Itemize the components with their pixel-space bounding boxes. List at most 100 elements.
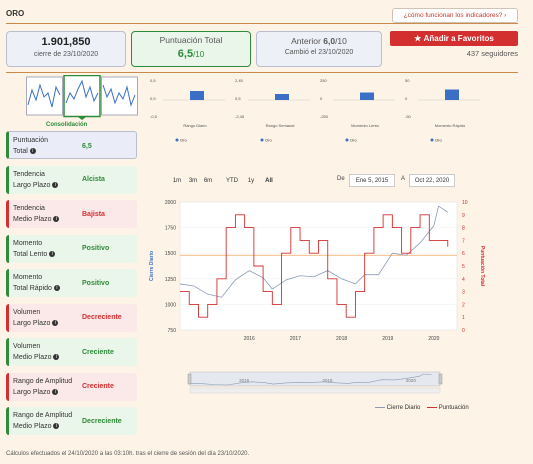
mini-chart: 2,45 0,5 -2,45 Rango Semanal Oro — [235, 78, 310, 143]
score-max: /10 — [193, 50, 205, 59]
info-icon[interactable]: i — [52, 319, 59, 326]
mini-chart-bar[interactable] — [360, 92, 374, 101]
close-price-box: 1.901,850 cierre de 23/10/2020 — [6, 31, 126, 67]
indicator-name-line2: Medio Plazo — [13, 423, 52, 430]
sparkline-line-mid — [65, 79, 99, 104]
mini-chart: 50 0 -50 Momento Rápido Oro — [405, 78, 480, 143]
mini-chart-title: Rango Semanal — [266, 123, 295, 128]
mini-chart-legend[interactable]: Oro — [265, 138, 272, 143]
indicator-name: Rango de Amplitud Largo Plazo i — [13, 376, 79, 398]
info-icon[interactable]: i — [49, 250, 56, 257]
info-icon[interactable]: i — [29, 148, 36, 155]
plot-area — [179, 201, 458, 331]
y2-tick-label: 9 — [462, 213, 465, 219]
y-axis-label: Cierre Diario — [149, 251, 155, 281]
page-title: ORO — [6, 9, 25, 18]
legend-swatch-close — [375, 406, 385, 409]
y2-tick-label: 1 — [462, 315, 465, 321]
mini-chart-tick: -250 — [320, 114, 329, 119]
chart-navigator[interactable]: 2016 2018 2020 — [185, 368, 445, 394]
consolidation-sparkline — [26, 75, 138, 120]
indicator-name-line1: Rango de Amplitud — [13, 377, 73, 385]
info-icon[interactable]: i — [53, 216, 60, 223]
selection-pointer-icon — [78, 117, 86, 120]
mini-chart-legend[interactable]: Oro — [435, 138, 442, 143]
y-tick-label: 1750 — [165, 226, 176, 232]
mini-chart-legend[interactable]: Oro — [350, 138, 357, 143]
indicator-card[interactable]: Tendencia Medio Plazo i Bajista — [6, 200, 137, 228]
mini-chart-bar[interactable] — [275, 94, 289, 100]
series-line-close[interactable] — [179, 205, 448, 298]
indicator-card[interactable]: Momento Total Lento i Positivo — [6, 234, 137, 263]
star-icon: ★ — [414, 34, 422, 43]
legend-item-close[interactable]: Cierre Diario — [386, 405, 421, 411]
indicator-value: Positivo — [82, 279, 110, 287]
indicator-card[interactable]: Rango de Amplitud Medio Plazo i Decrecient… — [6, 407, 137, 435]
mini-chart-tick: 0,5 — [150, 96, 156, 101]
mini-chart-tick: 250 — [320, 78, 327, 83]
info-icon[interactable]: i — [52, 388, 59, 395]
from-date-input[interactable]: Ene 5, 2015 — [349, 174, 395, 187]
range-button[interactable]: 1m — [172, 177, 182, 184]
indicator-name: Tendencia Medio Plazo i — [13, 203, 79, 225]
mini-chart-legend[interactable]: Oro — [180, 138, 187, 143]
indicator-name-line1: Volumen — [13, 308, 41, 316]
range-button[interactable]: All — [265, 177, 273, 184]
indicator-name: Puntuación Total i — [13, 135, 79, 157]
info-icon[interactable]: i — [53, 285, 60, 292]
indicator-name-line1: Momento — [13, 274, 43, 281]
y-tick-label: 1000 — [165, 302, 176, 308]
followers-count: 437 seguidores — [466, 49, 518, 58]
navigator-scrollbar[interactable] — [189, 387, 441, 394]
mini-chart-title: Momento Rápido — [435, 123, 466, 128]
navigator-tick: 2016 — [239, 378, 250, 383]
score-label: Puntuación Total — [159, 35, 223, 45]
mini-legend-swatch — [430, 138, 434, 142]
sparkline-line-left — [27, 83, 61, 108]
to-date-input[interactable]: Oct 22, 2020 — [409, 174, 455, 187]
x-tick-label: 2020 — [428, 336, 439, 342]
y2-tick-label: 8 — [462, 226, 465, 232]
series-line-score[interactable] — [180, 214, 449, 318]
prev-value: 6,0 — [323, 36, 336, 46]
range-button[interactable]: 1y — [247, 177, 255, 184]
info-icon[interactable]: i — [52, 181, 59, 188]
indicator-card[interactable]: Momento Total Rápido i Positivo — [6, 269, 137, 297]
range-button[interactable]: 3m — [188, 177, 198, 184]
indicator-name-line1: Tendencia — [13, 170, 45, 178]
indicator-card[interactable]: Tendencia Largo Plazo i Alcista — [6, 165, 137, 194]
y2-tick-label: 0 — [462, 328, 465, 334]
indicator-name-line1: Momento — [13, 239, 43, 247]
indicator-card[interactable]: Volumen Largo Plazo i Decreciente — [6, 303, 137, 332]
indicator-name-line1: Puntuación — [13, 137, 49, 144]
indicator-value: Decreciente — [82, 417, 122, 425]
indicator-value: 6,5 — [82, 142, 92, 150]
indicator-name-line2: Total — [13, 148, 28, 155]
divider — [6, 23, 518, 24]
mini-chart-bar[interactable] — [445, 89, 459, 101]
info-icon[interactable]: i — [53, 354, 60, 361]
main-chart[interactable]: 750 1000 1250 1500 1750 2000 0 1 2 3 4 5 6 7 8 9 10 2016 2… — [145, 190, 490, 350]
range-button[interactable]: YTD — [226, 177, 238, 184]
indicator-card[interactable]: Puntuación Total i 6,5 — [6, 131, 137, 159]
x-tick-label: 2019 — [382, 336, 393, 342]
add-favorites-button[interactable]: ★ Añadir a Favoritos — [390, 31, 518, 46]
legend-item-score[interactable]: Puntuación — [438, 405, 469, 411]
navigator-handle-left[interactable] — [187, 373, 192, 385]
indicator-card[interactable]: Rango de Amplitud Largo Plazo i Creciente — [6, 372, 137, 401]
mini-charts: 0,5 0,5 -0,5 Rango Diario Oro 2,45 0,5 -2,45 Ran… — [150, 78, 480, 143]
navigator-handle-right[interactable] — [438, 373, 443, 385]
mini-chart-bar[interactable] — [190, 91, 204, 100]
info-icon[interactable]: i — [53, 423, 60, 430]
help-link[interactable]: ¿cómo funcionan los indicadores? › — [392, 8, 518, 23]
mini-chart-title: Momento Lento — [351, 123, 380, 128]
x-tick-label: 2017 — [290, 336, 301, 342]
mini-chart: 250 0 -250 Momento Lento Oro — [320, 78, 395, 143]
mini-chart-tick: -0,5 — [150, 114, 158, 119]
y2-tick-label: 5 — [462, 264, 465, 270]
navigator-tick: 2020 — [406, 378, 417, 383]
indicator-card[interactable]: Volumen Medio Plazo i Creciente — [6, 338, 137, 366]
add-favorites-label: Añadir a Favoritos — [423, 34, 494, 43]
indicator-value: Bajista — [82, 210, 105, 218]
range-button[interactable]: 6m — [203, 177, 213, 184]
